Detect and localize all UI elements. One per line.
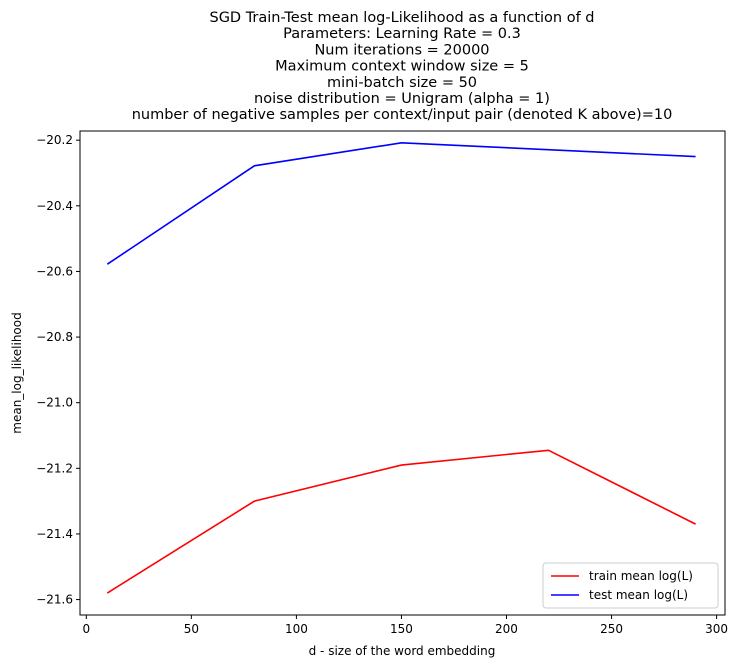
x-tick-label: 0 [82, 622, 90, 636]
x-tick-label: 250 [600, 622, 623, 636]
y-tick-label: −21.4 [36, 527, 73, 541]
plot-area [79, 130, 726, 616]
y-tick-label: −20.2 [36, 133, 73, 147]
x-tick-label: 200 [495, 622, 518, 636]
chart-title: SGD Train-Test mean log-Likelihood as a … [132, 10, 673, 123]
x-tick-label: 150 [390, 622, 413, 636]
legend: train mean log(L) test mean log(L) [542, 562, 719, 609]
y-tick-label: −21.6 [36, 593, 73, 607]
x-axis-label: d - size of the word embedding [309, 644, 496, 658]
title-line-7: number of negative samples per context/i… [132, 107, 673, 123]
title-line-3: Num iterations = 20000 [314, 42, 489, 58]
series-line-train [106, 449, 696, 594]
x-tick-label: 300 [705, 622, 728, 636]
x-tick-label: 100 [285, 622, 308, 636]
y-tick-label: −21.2 [36, 461, 73, 475]
series-line-test [106, 142, 696, 265]
title-line-5: mini-batch size = 50 [327, 75, 477, 91]
x-axis: 0 50 100 150 200 250 300 [82, 615, 728, 636]
title-line-4: Maximum context window size = 5 [275, 59, 529, 75]
y-tick-label: −21.0 [36, 396, 73, 410]
x-tick-label: 50 [184, 622, 199, 636]
y-tick-label: −20.8 [36, 330, 73, 344]
title-line-6: noise distribution = Unigram (alpha = 1) [254, 91, 550, 107]
legend-entry: test mean log(L) [589, 588, 688, 602]
y-axis: −21.6 −21.4 −21.2 −21.0 −20.8 −20.6 −20.4 −20.2 [36, 133, 80, 607]
series-lines [106, 142, 696, 594]
legend-box [542, 562, 719, 609]
y-axis-label: mean_log_likelihood [10, 312, 24, 433]
title-line-1: SGD Train-Test mean log-Likelihood as a … [209, 10, 594, 26]
y-tick-label: −20.4 [36, 199, 73, 213]
y-tick-label: −20.6 [36, 264, 73, 278]
legend-entry: train mean log(L) [589, 569, 693, 583]
title-line-2: Parameters: Learning Rate = 0.3 [283, 26, 521, 42]
